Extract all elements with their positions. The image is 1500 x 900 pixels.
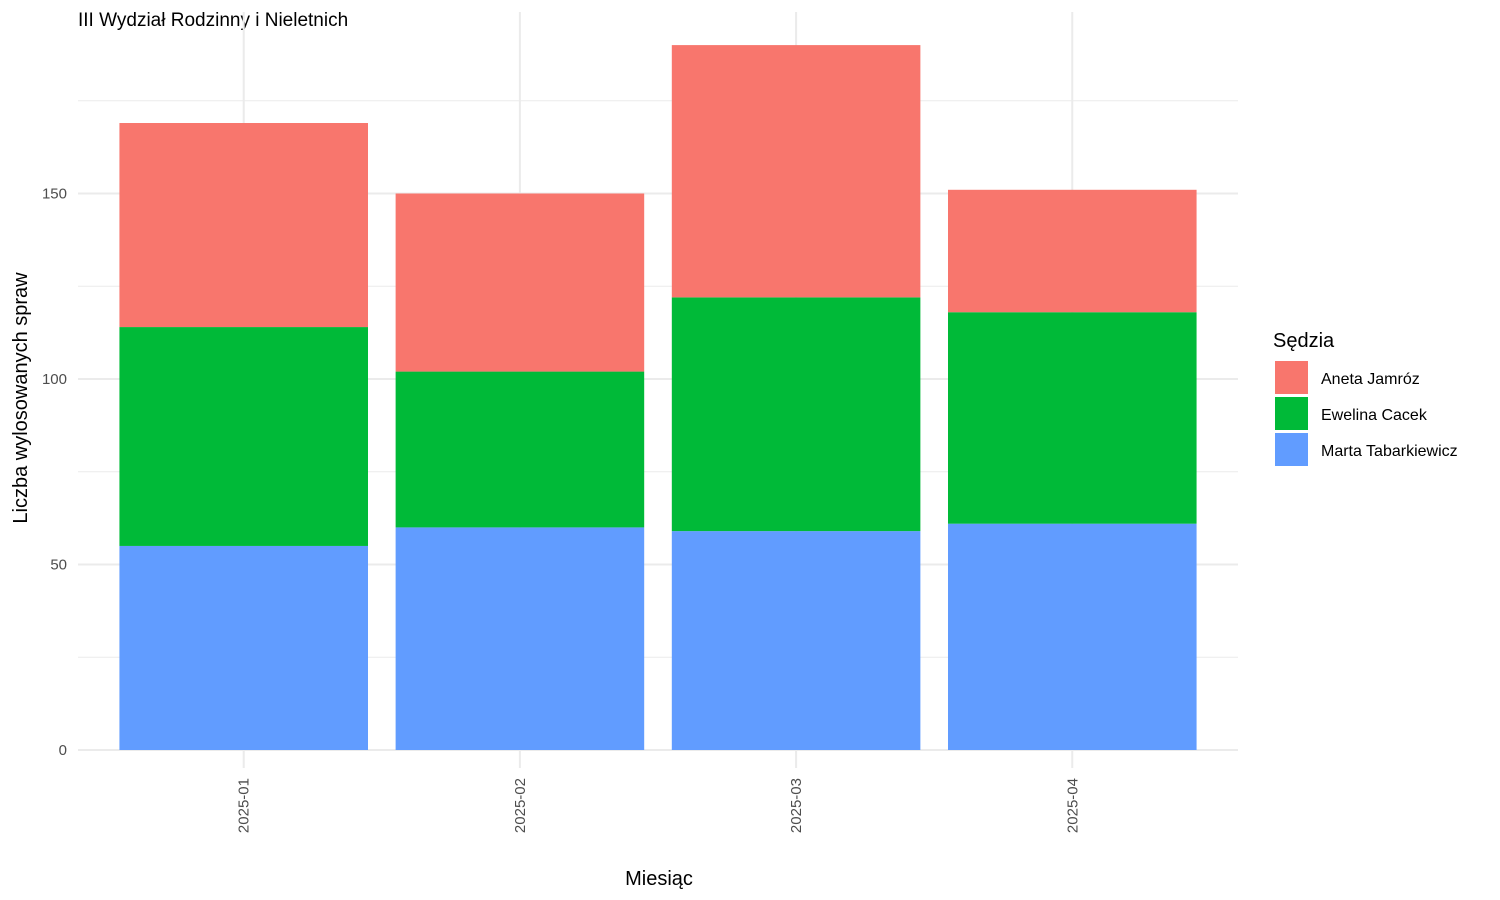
legend-label: Marta Tabarkiewicz: [1321, 443, 1458, 460]
bar-segment: [671, 531, 921, 750]
legend-label: Ewelina Cacek: [1321, 407, 1428, 424]
chart-title: III Wydział Rodzinny i Nieletnich: [78, 10, 348, 31]
x-tick-label: 2025-04: [1064, 778, 1081, 833]
bar-segment: [948, 312, 1197, 524]
legend: Sędzia Aneta Jamróz Ewelina Cacek Marta Ta…: [1273, 330, 1458, 466]
y-axis-title: Liczba wylosowanych spraw: [10, 272, 32, 524]
legend-swatch: [1275, 361, 1308, 394]
x-tick-label: 2025-01: [236, 778, 253, 833]
bar-segment: [119, 123, 368, 328]
bar-segment: [671, 45, 921, 298]
legend-swatch: [1275, 397, 1308, 430]
bar-segment: [948, 189, 1197, 313]
bar-segment: [395, 193, 645, 372]
x-axis-title: Miesiąc: [625, 868, 693, 890]
x-tick-label: 2025-02: [512, 778, 529, 833]
bar-segment: [948, 523, 1197, 750]
bar-segment: [671, 297, 921, 532]
bar-segment: [395, 527, 645, 750]
bar-segment: [119, 545, 368, 750]
bar-segment: [395, 371, 645, 528]
y-axis-ticks: 0 50 100 150: [42, 186, 67, 760]
y-tick-label: 100: [42, 371, 67, 388]
y-tick-label: 0: [59, 742, 67, 759]
legend-label: Aneta Jamróz: [1321, 371, 1420, 388]
legend-title: Sędzia: [1273, 330, 1335, 352]
y-tick-label: 50: [50, 557, 67, 574]
x-axis-ticks: 2025-01 2025-02 2025-03 2025-04: [236, 778, 1082, 833]
y-tick-label: 150: [42, 186, 67, 203]
bar-segment: [119, 327, 368, 546]
bars: [119, 45, 1197, 750]
legend-swatch: [1275, 433, 1308, 466]
x-tick-label: 2025-03: [788, 778, 805, 833]
